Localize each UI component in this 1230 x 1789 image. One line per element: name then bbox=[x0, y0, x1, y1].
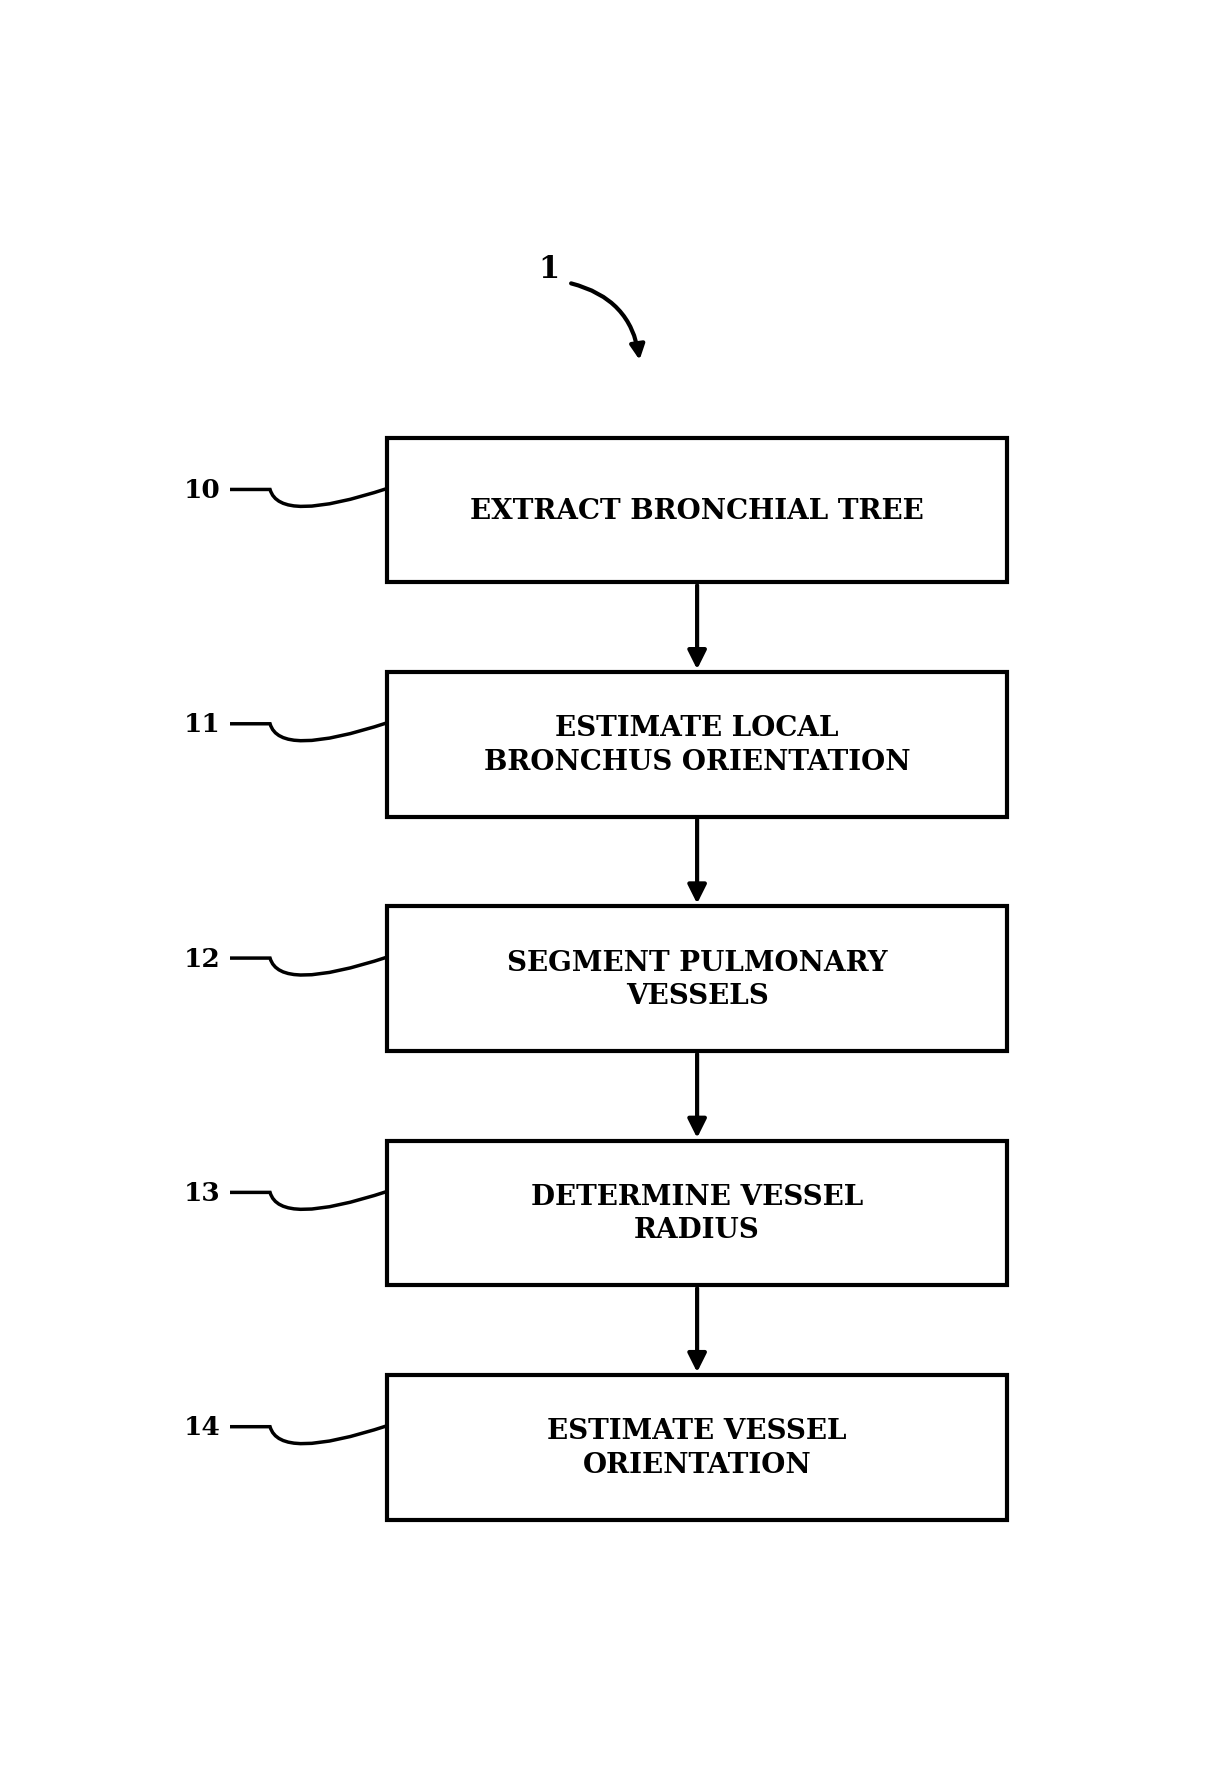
Text: ESTIMATE LOCAL
BRONCHUS ORIENTATION: ESTIMATE LOCAL BRONCHUS ORIENTATION bbox=[483, 716, 910, 775]
FancyArrowPatch shape bbox=[571, 284, 643, 356]
FancyBboxPatch shape bbox=[387, 673, 1007, 818]
Text: ESTIMATE VESSEL
ORIENTATION: ESTIMATE VESSEL ORIENTATION bbox=[547, 1417, 846, 1478]
Text: DETERMINE VESSEL
RADIUS: DETERMINE VESSEL RADIUS bbox=[531, 1183, 863, 1243]
Text: 10: 10 bbox=[183, 478, 220, 503]
FancyBboxPatch shape bbox=[387, 1141, 1007, 1286]
FancyBboxPatch shape bbox=[387, 1376, 1007, 1521]
Text: 13: 13 bbox=[183, 1181, 220, 1206]
Text: SEGMENT PULMONARY
VESSELS: SEGMENT PULMONARY VESSELS bbox=[507, 950, 887, 1009]
Text: 12: 12 bbox=[183, 946, 220, 971]
Text: 1: 1 bbox=[539, 254, 560, 284]
FancyBboxPatch shape bbox=[387, 438, 1007, 583]
Text: 11: 11 bbox=[183, 712, 220, 737]
Text: EXTRACT BRONCHIAL TREE: EXTRACT BRONCHIAL TREE bbox=[470, 497, 924, 524]
Text: 14: 14 bbox=[183, 1415, 220, 1440]
FancyBboxPatch shape bbox=[387, 907, 1007, 1052]
